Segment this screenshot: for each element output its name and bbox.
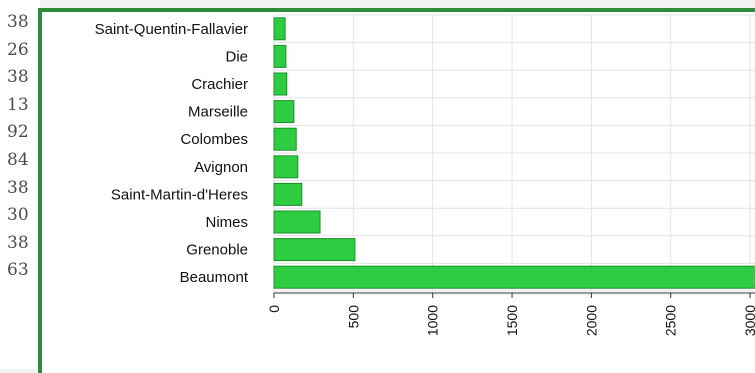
bar	[273, 265, 755, 289]
department-code: 30	[7, 205, 29, 226]
department-code-column: 38 26 38 13 92 84 38 30 38 63	[0, 0, 40, 369]
category-label: Saint-Quentin-Fallavier	[95, 21, 248, 38]
bar	[273, 72, 288, 96]
x-tick-label: 0	[266, 305, 282, 313]
department-code: 38	[7, 232, 29, 253]
x-tick-label: 1500	[504, 305, 520, 336]
x-tick-label: 2000	[583, 305, 599, 336]
bar	[273, 127, 297, 151]
bar	[273, 182, 303, 206]
x-tick-label: 3000	[742, 305, 755, 336]
x-tick-label: 2500	[663, 305, 679, 336]
category-label: Crachier	[191, 76, 248, 93]
bar	[273, 155, 299, 179]
category-label: Marseille	[188, 104, 248, 121]
x-tick-label: 500	[345, 305, 361, 329]
category-label: Grenoble	[186, 242, 248, 259]
bar	[273, 17, 286, 41]
bar	[273, 210, 321, 234]
department-code: 26	[7, 39, 29, 60]
bar-chart: Saint-Quentin-Fallavier Die Crachier Marsei…	[95, 14, 755, 336]
bar	[273, 238, 356, 262]
department-code: 13	[7, 94, 29, 115]
category-label: Colombes	[180, 131, 248, 148]
bar	[273, 44, 287, 68]
category-label: Avignon	[194, 159, 248, 176]
category-label: Beaumont	[180, 269, 249, 286]
category-label: Die	[225, 48, 248, 65]
department-code: 63	[7, 260, 29, 281]
department-code: 92	[7, 122, 29, 143]
department-code: 38	[7, 12, 29, 32]
category-label: Nimes	[205, 214, 248, 231]
x-tick-label: 1000	[425, 305, 441, 336]
bar	[273, 100, 295, 124]
category-label: Saint-Martin-d'Heres	[111, 186, 248, 203]
chart-frame: Saint-Quentin-Fallavier Die Crachier Marsei…	[38, 8, 755, 373]
department-code: 84	[7, 150, 29, 170]
department-code: 38	[7, 177, 29, 198]
department-code: 38	[7, 67, 29, 88]
